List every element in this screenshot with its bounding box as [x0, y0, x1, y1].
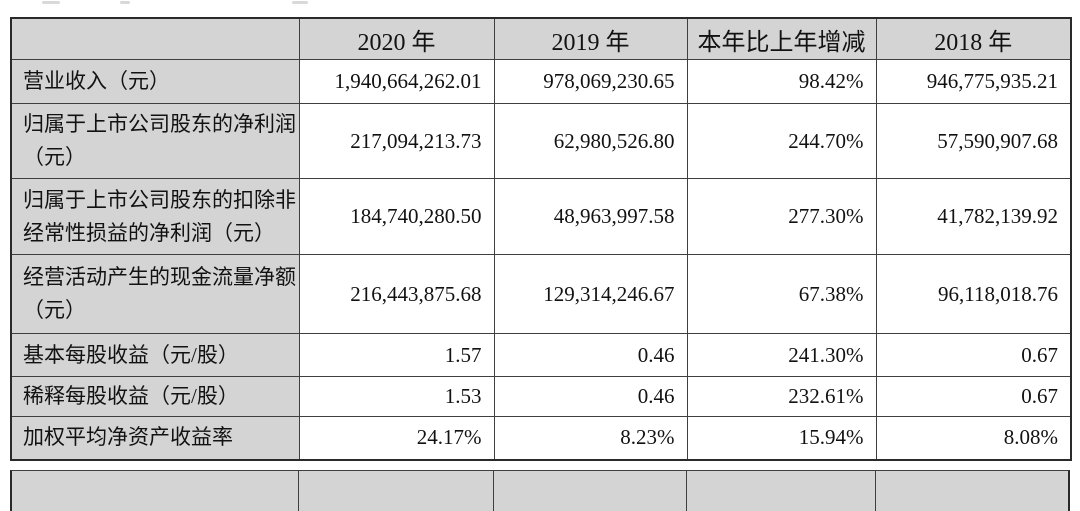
cell-value: 0.46 [493, 333, 688, 377]
row-label: 稀释每股收益（元/股） [10, 376, 300, 417]
cell-value: 0.67 [875, 376, 1072, 417]
table-row-diluted-eps: 稀释每股收益（元/股） 1.53 0.46 232.61% 0.67 [10, 376, 1072, 417]
cell-value: 129,314,246.67 [493, 254, 688, 334]
cell-value: 67.38% [686, 254, 877, 334]
row-label: 经营活动产生的现金流量净额（元） [10, 254, 300, 334]
column-divider [493, 471, 494, 511]
row-label: 营业收入（元） [10, 59, 300, 104]
column-divider [298, 471, 299, 511]
cell-value: 8.23% [493, 416, 688, 460]
cell-value: 15.94% [686, 416, 877, 460]
table-row-weighted-avg-roe: 加权平均净资产收益率 24.17% 8.23% 15.94% 8.08% [10, 416, 1072, 460]
cell-value: 232.61% [686, 376, 877, 417]
cell-value: 1,940,664,262.01 [298, 59, 495, 104]
cell-value: 57,590,907.68 [875, 103, 1072, 179]
financial-summary-table: 2020 年 2019 年 本年比上年增减 2018 年 营业收入（元） 1,9… [10, 17, 1072, 461]
cell-value: 978,069,230.65 [493, 59, 688, 104]
column-divider [686, 471, 687, 511]
cropped-text-fragment [120, 1, 130, 4]
column-header-2020: 2020 年 [298, 17, 495, 60]
cropped-text-fragment [292, 1, 308, 4]
cropped-text-fragment [42, 1, 60, 4]
column-header-2018: 2018 年 [875, 17, 1072, 60]
cell-value: 98.42% [686, 59, 877, 104]
cell-value: 277.30% [686, 178, 877, 255]
table-row-operating-revenue: 营业收入（元） 1,940,664,262.01 978,069,230.65 … [10, 59, 1072, 104]
column-header-yoy-change: 本年比上年增减 [686, 17, 877, 60]
cell-value: 184,740,280.50 [298, 178, 495, 255]
cell-value: 946,775,935.21 [875, 59, 1072, 104]
cell-value: 24.17% [298, 416, 495, 460]
cell-value: 62,980,526.80 [493, 103, 688, 179]
partial-next-table-row [10, 470, 1070, 511]
table-row-operating-cash-flow: 经营活动产生的现金流量净额（元） 216,443,875.68 129,314,… [10, 254, 1072, 334]
table-row-net-profit: 归属于上市公司股东的净利润（元） 217,094,213.73 62,980,5… [10, 103, 1072, 179]
cell-value: 0.67 [875, 333, 1072, 377]
cell-value: 41,782,139.92 [875, 178, 1072, 255]
cell-value: 244.70% [686, 103, 877, 179]
cell-value: 241.30% [686, 333, 877, 377]
row-label: 归属于上市公司股东的净利润（元） [10, 103, 300, 179]
cell-value: 216,443,875.68 [298, 254, 495, 334]
cell-value: 96,118,018.76 [875, 254, 1072, 334]
cell-value: 1.57 [298, 333, 495, 377]
table-row-basic-eps: 基本每股收益（元/股） 1.57 0.46 241.30% 0.67 [10, 333, 1072, 377]
cell-value: 217,094,213.73 [298, 103, 495, 179]
cell-value: 1.53 [298, 376, 495, 417]
column-header-2019: 2019 年 [493, 17, 688, 60]
cell-value: 48,963,997.58 [493, 178, 688, 255]
row-label: 归属于上市公司股东的扣除非经常性损益的净利润（元） [10, 178, 300, 255]
table-row-net-profit-excl-nonrecurring: 归属于上市公司股东的扣除非经常性损益的净利润（元） 184,740,280.50… [10, 178, 1072, 255]
cell-value: 0.46 [493, 376, 688, 417]
header-row: 2020 年 2019 年 本年比上年增减 2018 年 [10, 17, 1072, 60]
column-divider [875, 471, 876, 511]
cell-value: 8.08% [875, 416, 1072, 460]
column-header-empty [10, 17, 300, 60]
row-label: 加权平均净资产收益率 [10, 416, 300, 460]
row-label: 基本每股收益（元/股） [10, 333, 300, 377]
